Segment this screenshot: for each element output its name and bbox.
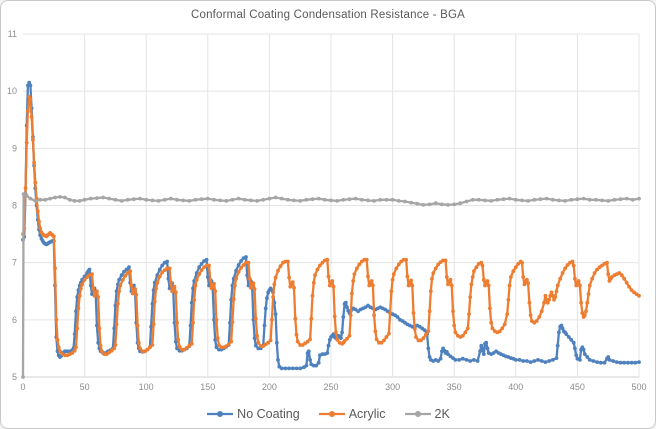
legend-item-acrylic: Acrylic (318, 407, 386, 421)
legend-item-2k: 2K (404, 407, 450, 421)
svg-text:350: 350 (447, 382, 462, 392)
svg-text:150: 150 (200, 382, 215, 392)
svg-text:100: 100 (139, 382, 154, 392)
chart-title: Conformal Coating Condensation Resistanc… (190, 9, 466, 21)
legend-item-no-coating: No Coating (206, 407, 300, 421)
series-2k (21, 192, 641, 379)
legend: No Coating Acrylic 2K (1, 407, 655, 421)
svg-text:200: 200 (262, 382, 277, 392)
svg-text:8: 8 (12, 201, 17, 211)
svg-text:10: 10 (7, 86, 17, 96)
legend-label: 2K (434, 407, 450, 421)
svg-text:450: 450 (570, 382, 585, 392)
svg-text:250: 250 (323, 382, 338, 392)
line-marker-swatch-icon (207, 411, 234, 417)
svg-text:9: 9 (12, 143, 17, 153)
svg-text:50: 50 (80, 382, 90, 392)
svg-text:11: 11 (8, 29, 17, 39)
line-marker-swatch-icon (318, 411, 345, 417)
svg-text:0: 0 (20, 382, 25, 392)
svg-text:300: 300 (385, 382, 400, 392)
svg-text:6: 6 (12, 315, 17, 325)
svg-text:500: 500 (631, 382, 646, 392)
series-acrylic (21, 95, 641, 358)
axis-tick-labels: 5 6 7 8 9 10 11 0 50 100 150 200 250 300 350 400 450 500 (7, 29, 647, 392)
line-marker-swatch-icon (404, 411, 431, 417)
legend-label: No Coating (237, 407, 300, 421)
svg-text:400: 400 (508, 382, 523, 392)
svg-text:7: 7 (12, 258, 17, 268)
svg-text:5: 5 (12, 372, 17, 382)
series-layer (21, 80, 641, 379)
legend-label: Acrylic (348, 407, 386, 421)
